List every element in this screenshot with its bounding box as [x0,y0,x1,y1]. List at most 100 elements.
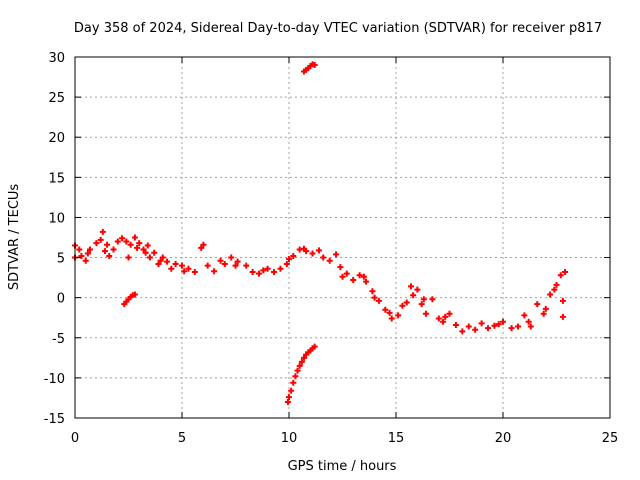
data-point [290,379,297,386]
x-tick-label: 5 [178,431,186,446]
data-point [271,268,278,275]
data-point [356,272,363,279]
data-point [260,267,267,274]
data-point [395,312,402,319]
series-0 [72,228,569,335]
data-point [343,270,350,277]
data-point [131,291,138,298]
data-point [547,291,554,298]
grid-layer [75,57,610,418]
data-point [333,251,340,258]
data-point [309,250,316,257]
x-axis-title: GPS time / hours [288,459,397,474]
data-point [159,254,166,261]
chart-title: Day 358 of 2024, Sidereal Day-to-day VTE… [74,21,602,36]
y-tick-label: -15 [44,412,65,427]
data-point [191,268,198,275]
data-layer [72,61,569,405]
data-point [106,252,113,259]
y-tick-label: 10 [48,211,65,226]
data-point [78,252,85,259]
data-point [243,262,250,269]
y-tick-label: 15 [48,171,65,186]
plot-frame [74,56,611,419]
x-tick-label: 20 [495,431,512,446]
data-point [540,310,547,317]
data-point [185,265,192,272]
data-point [485,325,492,332]
data-point [127,241,134,248]
data-point [232,262,239,269]
data-point [256,270,263,277]
data-point [559,313,566,320]
data-point [422,310,429,317]
data-point [562,268,569,275]
data-point [315,247,322,254]
data-point [140,246,147,253]
data-point [320,254,327,261]
series-2 [284,343,318,405]
data-point [407,283,414,290]
data-point [142,249,149,256]
data-point [326,257,333,264]
data-point [465,323,472,330]
data-point [508,325,515,332]
data-point [284,398,291,405]
data-point [76,246,83,253]
y-tick-label: 20 [48,131,65,146]
data-point [337,264,344,271]
data-point [221,260,228,267]
data-point [375,297,382,304]
x-tick-label: 15 [388,431,405,446]
data-point [101,248,108,255]
data-point [452,321,459,328]
data-point [249,268,256,275]
data-point [211,268,218,275]
data-point [217,257,224,264]
data-point [360,273,367,280]
data-point [198,244,205,251]
data-point [283,260,290,267]
data-point [114,238,121,245]
data-point [551,286,558,293]
data-point [119,235,126,242]
data-point [294,367,301,374]
data-point [363,278,370,285]
data-point [534,301,541,308]
data-point [446,310,453,317]
x-tick-label: 25 [602,431,619,446]
data-point [134,244,141,251]
data-point [495,321,502,328]
data-point [542,305,549,312]
series-3 [300,61,318,75]
data-point [442,313,449,320]
data-point [84,250,91,257]
data-point [491,322,498,329]
data-point [500,318,506,325]
data-point [399,302,406,309]
data-point [388,315,395,322]
data-point [472,326,479,333]
data-point [311,62,318,69]
data-point [146,254,153,261]
x-tick-label: 10 [281,431,298,446]
data-point [97,236,104,243]
data-point [110,246,117,253]
data-point [131,234,138,241]
data-point [557,272,564,279]
data-point [125,254,132,261]
x-tick-label: 0 [71,431,79,446]
data-point [264,265,271,272]
data-point [179,262,185,269]
data-point [369,288,376,295]
data-point [382,306,389,313]
data-point [157,257,164,264]
data-point [164,258,171,265]
data-point [418,301,425,308]
data-point [410,292,417,299]
data-point [123,238,130,245]
data-point [181,268,188,275]
data-point [350,277,357,284]
data-point [82,257,89,264]
